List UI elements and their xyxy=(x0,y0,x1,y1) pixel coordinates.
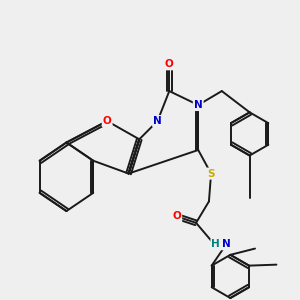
Text: O: O xyxy=(103,116,112,126)
Text: O: O xyxy=(165,59,174,69)
Text: O: O xyxy=(172,212,181,221)
Text: S: S xyxy=(207,169,215,178)
Text: N: N xyxy=(194,100,203,110)
Text: H: H xyxy=(212,239,220,249)
Text: N: N xyxy=(153,116,162,126)
Text: N: N xyxy=(222,239,231,249)
